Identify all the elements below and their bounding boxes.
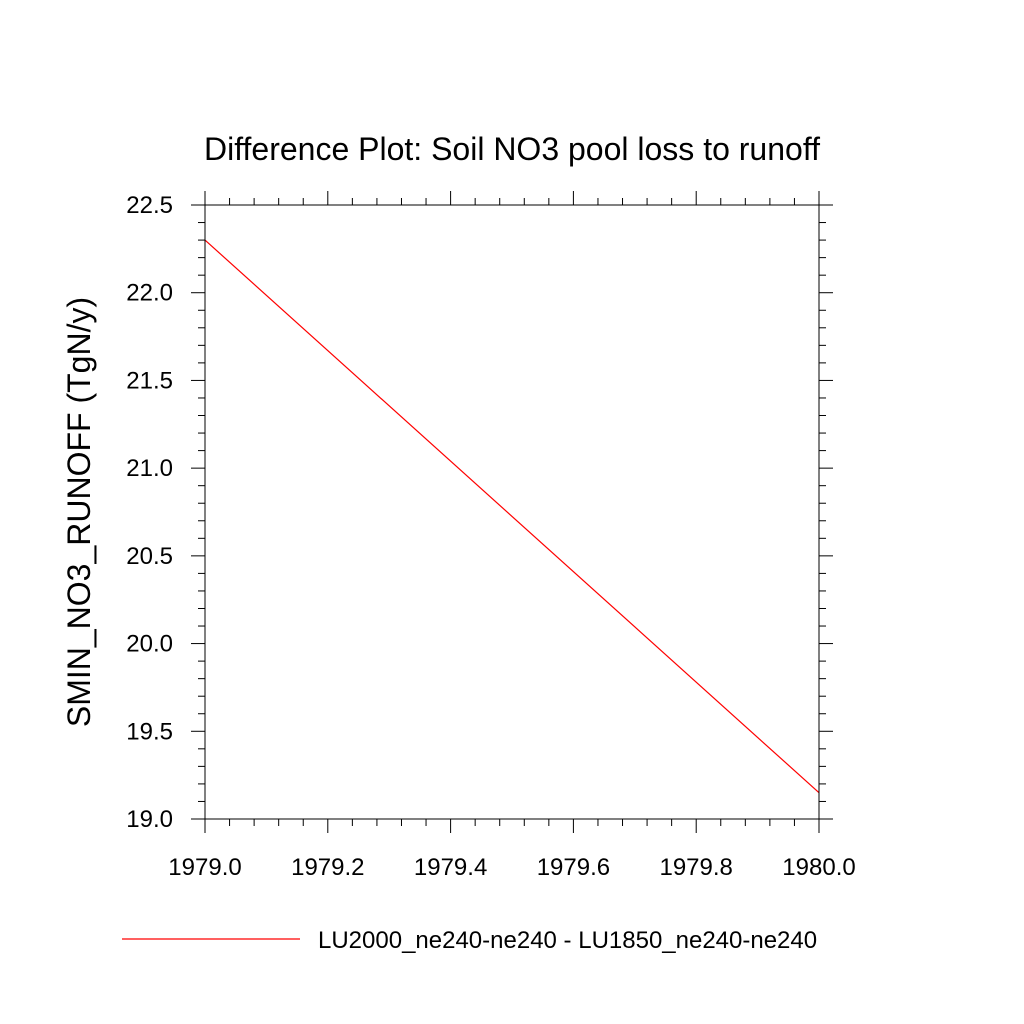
series-line	[204, 239, 820, 794]
chart-title: Difference Plot: Soil NO3 pool loss to r…	[204, 131, 820, 167]
x-tick-label: 1980.0	[782, 854, 855, 881]
legend-label: LU2000_ne240-ne240 - LU1850_ne240-ne240	[318, 927, 817, 954]
series-group	[204, 239, 820, 794]
y-axis-label: SMIN_NO3_RUNOFF (TgN/y)	[61, 297, 97, 727]
x-tick-label: 1979.2	[291, 854, 364, 881]
y-tick-label: 19.0	[126, 806, 173, 833]
y-tick-label: 22.5	[126, 192, 173, 219]
y-tick-label: 20.0	[126, 631, 173, 658]
x-tick-label: 1979.8	[659, 854, 732, 881]
y-tick-label: 22.0	[126, 280, 173, 307]
y-tick-label: 21.5	[126, 367, 173, 394]
minor-ticks	[198, 198, 826, 826]
legend: LU2000_ne240-ne240 - LU1850_ne240-ne240	[122, 927, 817, 954]
x-tick-label: 1979.6	[537, 854, 610, 881]
plot-frame	[204, 204, 820, 820]
y-tick-label: 20.5	[126, 543, 173, 570]
y-tick-label: 19.5	[126, 718, 173, 745]
x-tick-label: 1979.0	[168, 854, 241, 881]
y-tick-label: 21.0	[126, 455, 173, 482]
major-ticks	[191, 191, 833, 833]
y-tick-labels: 19.0 19.5 20.0 20.5 21.0 21.5 22.0 22.5	[126, 192, 173, 833]
x-tick-labels: 1979.0 1979.2 1979.4 1979.6 1979.8 1980.0	[168, 854, 855, 881]
x-tick-label: 1979.4	[414, 854, 487, 881]
